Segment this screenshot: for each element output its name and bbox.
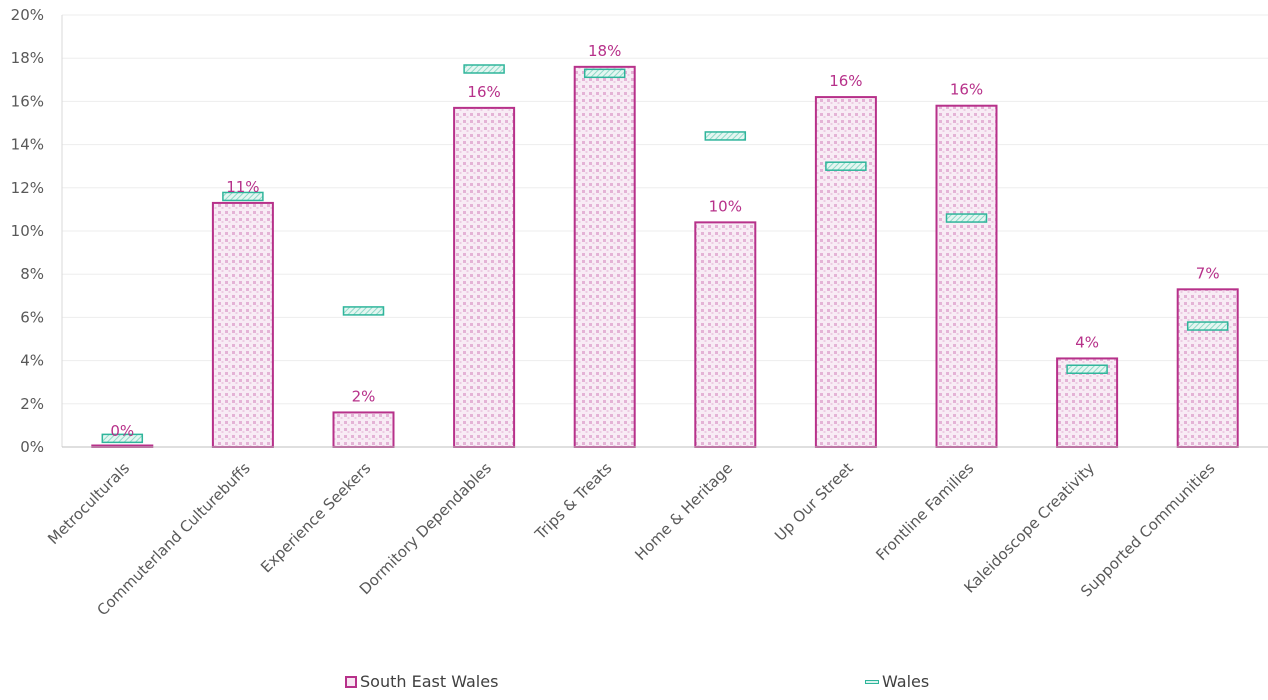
y-tick-label: 6% xyxy=(20,308,44,326)
wales-marker xyxy=(583,68,626,79)
legend-marker-swatch xyxy=(865,679,879,684)
bar-data-label: 16% xyxy=(829,72,862,90)
bar-data-label: 2% xyxy=(352,387,376,405)
bar xyxy=(694,221,757,448)
y-tick-label: 16% xyxy=(11,92,44,110)
legend-label: Wales xyxy=(882,672,930,691)
wales-marker xyxy=(825,161,867,171)
bar-chart: 0% 2% 4% 6% 8% 10% 12% 14% 16% 18% 20% 0% 11% 2% 16% 1… xyxy=(11,6,1268,619)
wales-marker xyxy=(101,433,144,444)
legend-bar-swatch xyxy=(345,675,357,688)
y-tick-label: 2% xyxy=(20,395,44,413)
y-tick-label: 14% xyxy=(11,136,44,154)
bar xyxy=(573,65,636,448)
y-tick-label: 4% xyxy=(20,352,44,370)
bar-data-label: 10% xyxy=(709,197,742,215)
x-tick-label: Metroculturals xyxy=(44,459,133,548)
bar-data-label: 16% xyxy=(950,81,983,99)
bar-series xyxy=(91,65,1239,449)
bar-data-label: 16% xyxy=(467,83,500,101)
marker-series xyxy=(101,64,1229,444)
bar xyxy=(211,201,274,448)
x-tick-label: Dormitory Dependables xyxy=(356,459,495,598)
y-tick-label: 18% xyxy=(11,49,44,67)
data-labels: 0% 11% 2% 16% 18% 10% 16% 16% 4% 7% xyxy=(110,42,1219,440)
bar-data-label: 0% xyxy=(110,422,134,440)
x-tick-label: Kaleidoscope Creativity xyxy=(960,459,1098,597)
bar-data-label: 11% xyxy=(226,178,259,196)
legend-item-south-east-wales: South East Wales xyxy=(345,672,498,691)
y-tick-label: 10% xyxy=(11,222,44,240)
wales-marker xyxy=(945,213,988,223)
wales-marker xyxy=(1066,364,1108,374)
wales-marker xyxy=(704,131,747,141)
bar xyxy=(332,411,395,449)
legend-label: South East Wales xyxy=(360,672,499,691)
bar xyxy=(453,106,516,448)
y-tick-label: 12% xyxy=(11,179,44,197)
wales-marker xyxy=(1186,321,1229,331)
legend-item-wales: Wales xyxy=(865,672,929,691)
y-tick-label: 8% xyxy=(20,265,44,283)
bar-data-label: 4% xyxy=(1075,333,1099,351)
x-tick-label: Trips & Treats xyxy=(531,459,616,544)
wales-marker xyxy=(342,306,385,316)
wales-marker xyxy=(463,64,505,74)
bar-data-label: 7% xyxy=(1196,264,1220,282)
bar xyxy=(1176,288,1239,448)
x-tick-label: Up Our Street xyxy=(771,459,857,545)
x-tick-label: Experience Seekers xyxy=(257,459,374,576)
x-tick-label: Frontline Families xyxy=(872,459,977,564)
x-tick-label: Supported Communities xyxy=(1077,459,1219,601)
y-axis: 0% 2% 4% 6% 8% 10% 12% 14% 16% 18% 20% xyxy=(11,6,63,456)
y-tick-label: 0% xyxy=(20,438,44,456)
bar xyxy=(814,96,877,449)
wales-marker xyxy=(222,191,264,202)
x-tick-label: Home & Heritage xyxy=(631,459,736,564)
bar xyxy=(935,104,998,448)
bar-data-label: 18% xyxy=(588,42,621,60)
y-tick-label: 20% xyxy=(11,6,44,24)
